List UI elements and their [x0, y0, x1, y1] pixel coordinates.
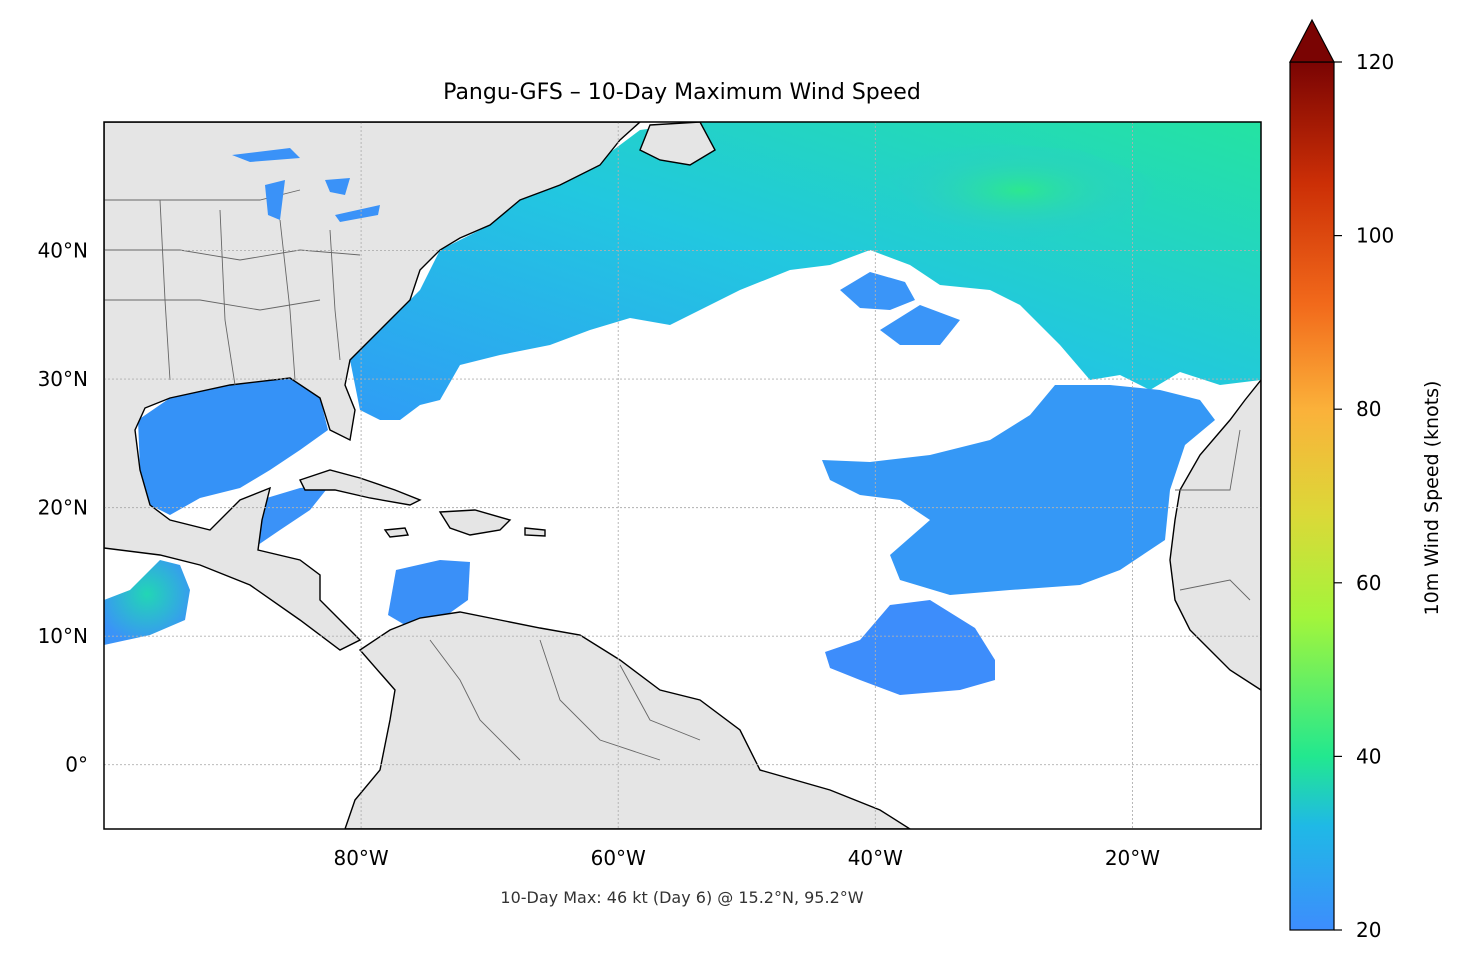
africa-land	[1169, 378, 1261, 691]
wind-patch-yucatan	[258, 485, 330, 545]
lat-tick-label: 10°N	[38, 624, 88, 648]
wind-hotspot-north-atlantic	[880, 140, 1160, 240]
map-frame	[103, 121, 1262, 830]
cuba-land	[299, 469, 422, 506]
max-wind-footer: 10-Day Max: 46 kt (Day 6) @ 15.2°N, 95.2…	[500, 888, 863, 907]
colorbar-tick-label: 60	[1356, 571, 1381, 595]
jamaica-land	[383, 527, 410, 538]
wind-patch-eastern-pacific	[104, 560, 190, 645]
wind-patch-gulf-of-mexico	[138, 378, 328, 515]
newfoundland-land	[639, 122, 716, 166]
wind-patch-itcz	[825, 600, 995, 695]
map-panel	[104, 122, 1261, 829]
lat-tick-label: 40°N	[38, 239, 88, 263]
lon-tick-label: 60°W	[591, 846, 646, 870]
colorbar-ticks: 20 40 60 80 100 120	[1334, 50, 1394, 942]
colorbar-tick-label: 40	[1356, 744, 1381, 768]
internal-borders	[104, 189, 1251, 761]
lat-tick-labels: 40°N 30°N 20°N 10°N 0°	[38, 239, 88, 777]
north-america-land	[104, 122, 642, 651]
great-lakes	[232, 148, 380, 222]
colorbar-gradient	[1289, 61, 1335, 931]
colorbar-tick-label: 80	[1356, 397, 1381, 421]
colorbar-tick-label: 20	[1356, 918, 1381, 942]
map-title: Pangu-GFS – 10-Day Maximum Wind Speed	[443, 80, 921, 105]
colorbar-label: 10m Wind Speed (knots)	[1421, 381, 1443, 616]
colorbar-tick-label: 120	[1356, 50, 1394, 74]
wind-patch-mid-atlantic-1	[840, 272, 915, 310]
wind-speed-field	[104, 122, 1261, 695]
land-masses	[104, 122, 1261, 829]
wind-patch-east-atlantic	[822, 385, 1215, 595]
puerto-rico-land	[524, 527, 546, 537]
lat-tick-label: 0°	[65, 753, 88, 777]
colorbar: 20 40 60 80 100 120 10m Wind Speed (knots)	[1289, 18, 1443, 942]
wind-patch-mid-atlantic-2	[880, 305, 960, 345]
lon-tick-label: 40°W	[848, 846, 903, 870]
colorbar-tick-label: 100	[1356, 224, 1394, 248]
south-america-land	[344, 611, 912, 829]
lat-tick-label: 20°N	[38, 496, 88, 520]
lon-tick-label: 80°W	[333, 846, 388, 870]
hispaniola-land	[438, 509, 512, 536]
colorbar-extend-arrow	[1289, 18, 1335, 63]
lon-tick-labels: 80°W 60°W 40°W 20°W	[333, 846, 1160, 870]
map-gridlines	[104, 122, 1261, 829]
lon-tick-label: 20°W	[1105, 846, 1160, 870]
lat-tick-label: 30°N	[38, 367, 88, 391]
wind-patch-caribbean	[388, 560, 470, 628]
